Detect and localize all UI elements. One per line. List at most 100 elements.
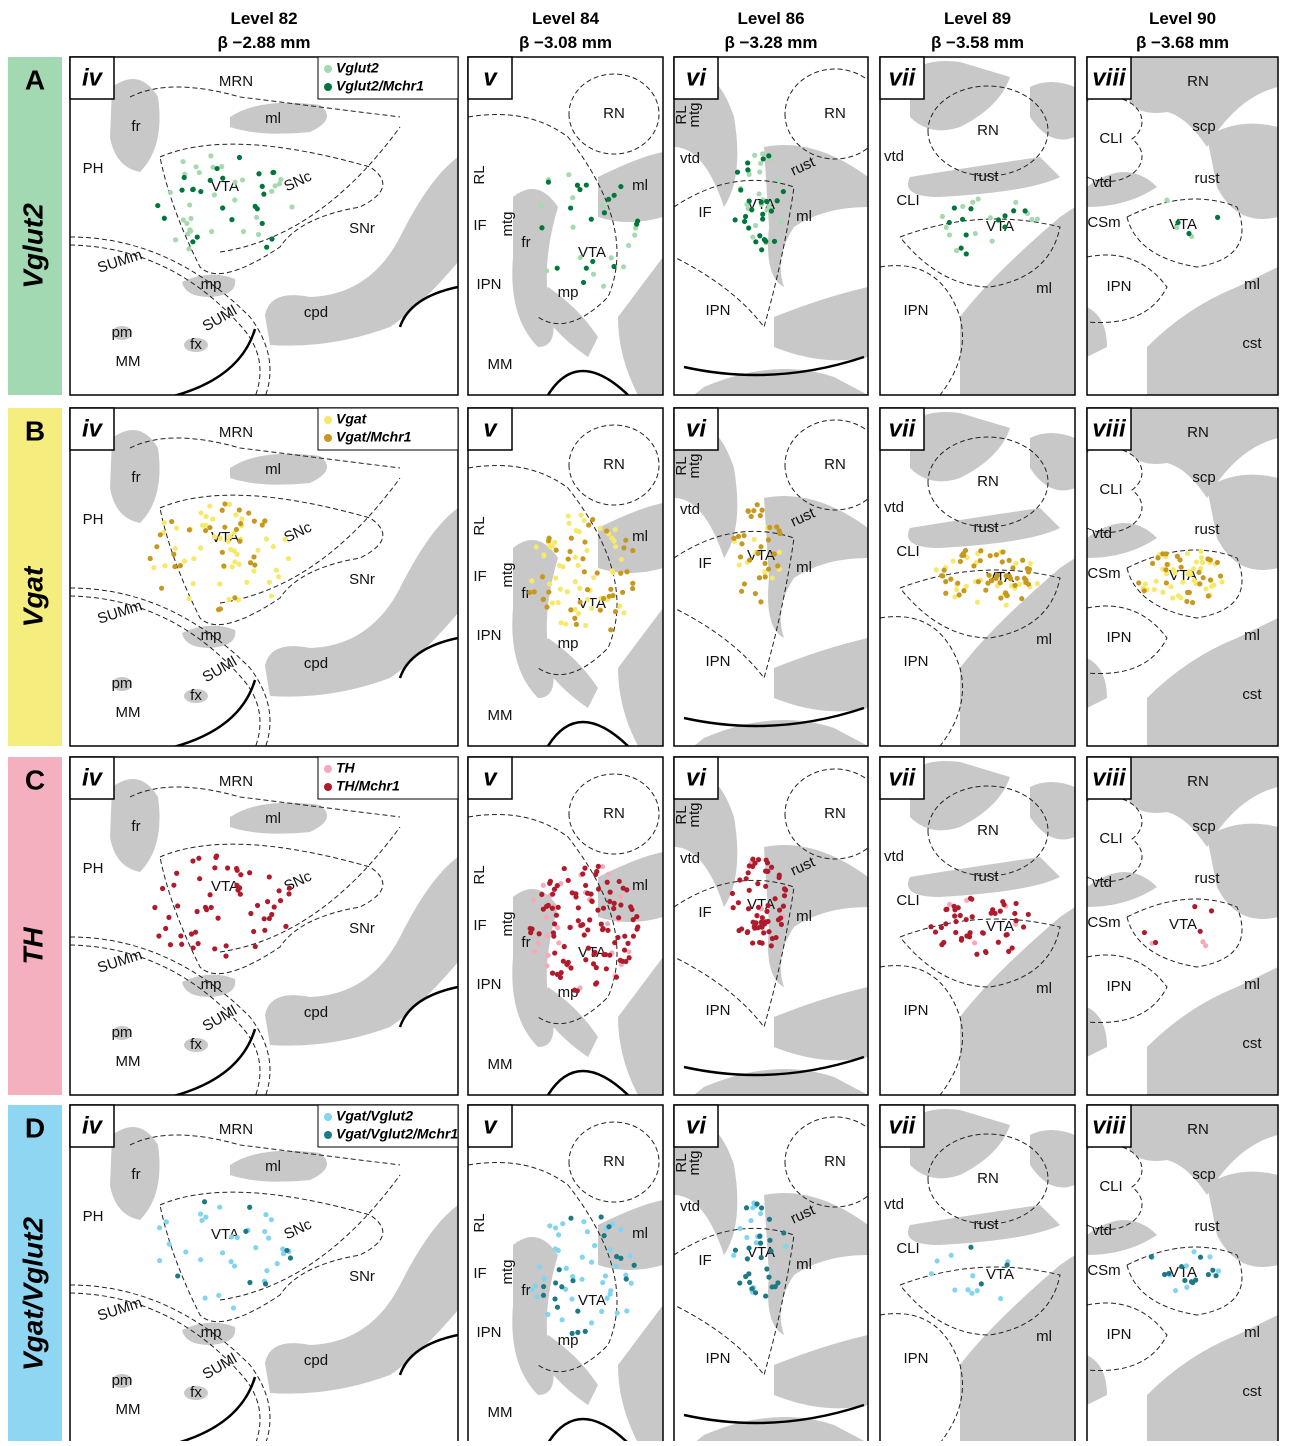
cell-dot [970, 200, 975, 205]
cell-dot [758, 1211, 763, 1216]
region-label: ml [796, 208, 812, 225]
region-outline [774, 987, 868, 1060]
panel-numeral: vii [889, 1112, 917, 1139]
cell-dot [173, 237, 178, 242]
cell-dot [547, 1223, 552, 1228]
cell-dot [766, 153, 771, 158]
cell-dot [939, 925, 944, 930]
cell-dot [598, 526, 603, 531]
cell-dot [596, 886, 601, 891]
cell-dot [601, 952, 606, 957]
region-label: IPN [903, 1350, 928, 1367]
region-outline [598, 152, 663, 222]
region-label: ml [1036, 631, 1052, 648]
cell-dot [585, 1229, 590, 1234]
cell-dot [957, 592, 962, 597]
cell-dot [195, 234, 200, 239]
region-label: RN [977, 822, 999, 839]
cell-dot [254, 215, 259, 220]
region-label: RN [824, 105, 846, 122]
cell-dot [1210, 1268, 1215, 1273]
cell-dot [769, 208, 774, 213]
cell-dot [746, 1245, 751, 1250]
cell-dot [269, 189, 274, 194]
legend-dot [324, 83, 332, 91]
cell-dot [762, 237, 767, 242]
region-outline [1030, 1130, 1075, 1188]
cell-dot [756, 905, 761, 910]
cell-dot [545, 953, 550, 958]
cell-dot [747, 172, 752, 177]
cell-dot [777, 531, 782, 536]
cell-dot [545, 1312, 550, 1317]
cell-dot [1165, 562, 1170, 567]
cell-dot [594, 965, 599, 970]
region-label: SNc [281, 868, 314, 896]
cell-dot [158, 532, 163, 537]
cell-dot [554, 913, 559, 918]
cell-dot [742, 581, 747, 586]
region-label: IF [473, 568, 486, 585]
region-label: PH [83, 860, 104, 877]
cell-dot [284, 1248, 289, 1253]
cell-dot [596, 864, 601, 869]
region-label: ml [265, 1158, 281, 1175]
cell-dot [235, 1235, 240, 1240]
cell-dot [756, 857, 761, 862]
cell-dot [585, 891, 590, 896]
cell-dot [229, 217, 234, 222]
region-label: mtg [499, 1259, 516, 1284]
cell-dot [772, 239, 777, 244]
region-label: IPN [1106, 278, 1131, 295]
cell-dot [755, 502, 760, 507]
region-label: vtd [1092, 525, 1112, 542]
cell-dot [782, 886, 787, 891]
region-label: rust [1194, 521, 1220, 538]
cell-dot [624, 1276, 629, 1281]
cell-dot [1142, 588, 1147, 593]
panel-content: MRNfrmlPHVTASNcSNrSUMmmpSUMlpmMMfxcpd [70, 773, 458, 1097]
region-label: cst [1242, 335, 1262, 352]
region-outline [910, 61, 1010, 130]
cell-dot [737, 1280, 742, 1285]
region-label: pm [112, 324, 133, 341]
cell-dot [781, 1230, 786, 1235]
cell-dot [277, 181, 282, 186]
cell-dot [983, 949, 988, 954]
cell-dot [558, 587, 563, 592]
cell-dot [753, 591, 758, 596]
cell-dot [541, 1293, 546, 1298]
cell-dot [252, 562, 257, 567]
cell-dot [212, 534, 217, 539]
cell-dot [624, 1308, 629, 1313]
cell-dot [745, 930, 750, 935]
panel-numeral: viii [1092, 415, 1127, 442]
panel-numeral: viii [1092, 64, 1127, 91]
cell-dot [602, 210, 607, 215]
cell-dot [613, 527, 618, 532]
cell-dot [765, 903, 770, 908]
cell-dot [553, 1246, 558, 1251]
cell-dot [216, 607, 221, 612]
cell-dot [774, 524, 779, 529]
cell-dot [964, 251, 969, 256]
region-label: ml [1244, 627, 1260, 644]
region-label: vtd [1092, 874, 1112, 891]
cell-dot [990, 239, 995, 244]
cell-dot [1204, 586, 1209, 591]
cell-dot [162, 216, 167, 221]
cell-dot [757, 575, 762, 580]
cell-dot [194, 909, 199, 914]
cell-dot [570, 225, 575, 230]
panel-content: RLmtgRNvtdrustVTAIFmlIPN [673, 69, 885, 395]
cell-dot [745, 1256, 750, 1261]
cell-dot [1004, 593, 1009, 598]
cell-dot [943, 921, 948, 926]
cell-dot [188, 216, 193, 221]
cell-dot [546, 180, 551, 185]
region-label: ml [796, 559, 812, 576]
region-label: scp [1192, 469, 1215, 486]
region-label: IPN [705, 1350, 730, 1367]
cell-dot [776, 177, 781, 182]
